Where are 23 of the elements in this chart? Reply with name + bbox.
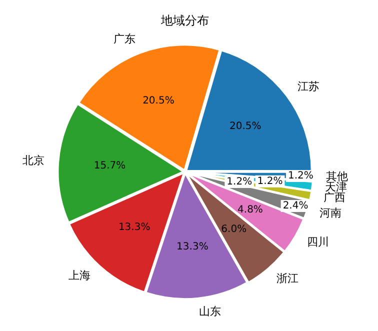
slice-label: 其他 bbox=[326, 170, 348, 183]
slice-label: 上海 bbox=[68, 268, 90, 282]
data-label: 6.0% bbox=[221, 224, 247, 235]
slice-label: 河南 bbox=[320, 206, 342, 220]
slice-label: 四川 bbox=[306, 235, 329, 248]
slice-label: 广西 bbox=[323, 190, 346, 204]
slice-label: 天津 bbox=[325, 180, 347, 194]
data-label: 2.4% bbox=[282, 200, 308, 212]
data-label: 1.2% bbox=[288, 170, 314, 182]
data-label: 13.3% bbox=[176, 241, 208, 252]
data-label: 1.2% bbox=[226, 176, 252, 188]
data-label: 4.8% bbox=[238, 204, 263, 216]
slice-label: 浙江 bbox=[276, 272, 298, 285]
slice-label: 山东 bbox=[198, 304, 221, 318]
data-label: 13.3% bbox=[118, 222, 150, 234]
slice-label: 广东 bbox=[113, 32, 136, 46]
data-label: 20.5% bbox=[142, 96, 174, 107]
data-label: 15.7% bbox=[94, 160, 126, 172]
data-label: 1.2% bbox=[257, 176, 283, 187]
data-label: 20.5% bbox=[230, 121, 262, 132]
slice-label: 江苏 bbox=[298, 80, 320, 94]
slice-label: 北京 bbox=[22, 154, 45, 167]
chart-title: 地域分布 bbox=[160, 13, 209, 28]
